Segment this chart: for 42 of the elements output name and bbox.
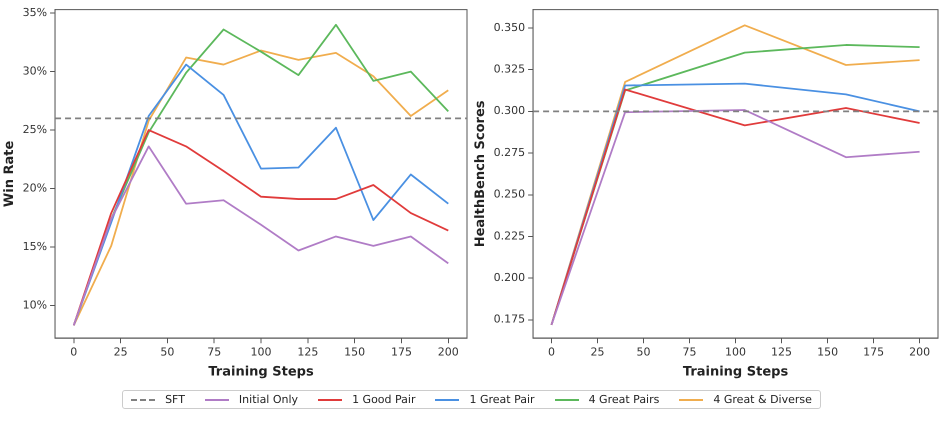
y-tick-label: 0.250 [494,188,526,201]
x-tick-label: 125 [771,346,792,359]
x-axis-title: Training Steps [682,364,788,380]
x-tick-label: 0 [70,346,78,359]
legend-label: Initial Only [238,393,298,406]
x-axis-title: Training Steps [208,364,314,380]
legend-label: 1 Great Pair [469,393,535,406]
y-tick-label: 15% [22,240,48,253]
x-tick-label: 25 [590,346,605,359]
x-tick-label: 75 [207,346,222,359]
x-tick-label: 0 [548,346,555,359]
x-tick-label: 150 [817,346,838,359]
x-tick-label: 150 [344,346,366,359]
y-tick-label: 0.275 [494,146,526,159]
y-tick-label: 0.200 [494,271,526,284]
y-tick-label: 0.225 [494,229,526,242]
legend-label: 1 Good Pair [352,393,416,406]
y-tick-label: 25% [22,122,48,136]
x-tick-label: 50 [636,346,651,359]
legend-label: 4 Great & Diverse [713,393,812,406]
y-tick-label: 0.175 [494,312,526,326]
y-tick-label: 0.350 [494,20,526,34]
y-axis-title: Win Rate [2,140,18,208]
x-tick-label: 125 [297,346,318,359]
x-tick-label: 100 [250,346,272,359]
y-axis-title: HealthBench Scores [473,100,488,248]
x-tick-label: 50 [160,346,174,359]
legend-label: SFT [165,393,185,406]
x-tick-label: 75 [682,346,697,359]
y-tick-label: 0.325 [494,62,526,76]
legend-label: 4 Great Pairs [588,393,660,406]
x-tick-label: 200 [438,346,459,359]
x-tick-label: 200 [909,346,930,359]
x-tick-label: 25 [114,346,128,359]
x-tick-label: 175 [863,346,884,359]
y-tick-label: 20% [22,181,48,194]
y-tick-label: 35% [22,6,48,19]
y-tick-label: 10% [22,298,48,312]
x-tick-label: 175 [390,346,412,359]
y-tick-label: 0.300 [494,104,526,118]
y-tick-label: 30% [22,64,48,78]
x-tick-label: 100 [725,346,746,359]
